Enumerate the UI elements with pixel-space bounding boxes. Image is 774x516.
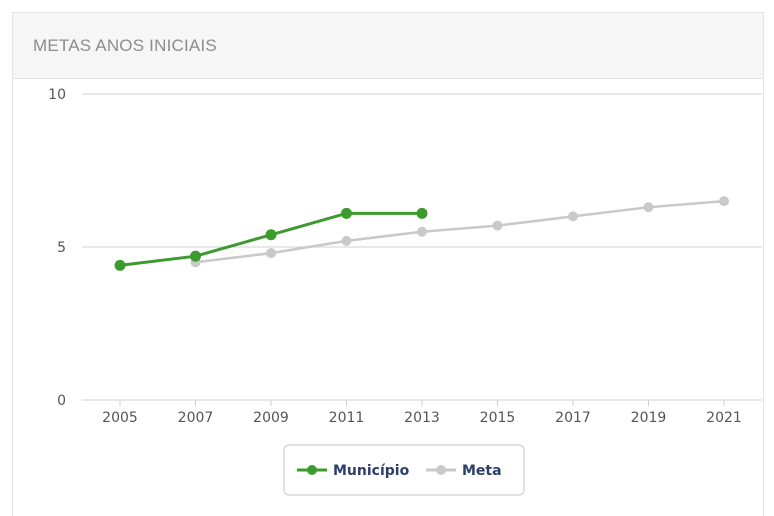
x-tick-label: 2007 bbox=[178, 410, 214, 426]
legend-item-meta[interactable]: Meta bbox=[462, 463, 502, 479]
series-line-meta bbox=[195, 199, 725, 264]
data-point-municipio bbox=[416, 207, 428, 219]
x-tick-label: 2009 bbox=[253, 410, 289, 426]
legend-marker-municipio bbox=[307, 465, 317, 475]
legend-item-municipio[interactable]: Município bbox=[333, 463, 410, 479]
x-tick-label: 2017 bbox=[555, 410, 591, 426]
y-tick-label: 0 bbox=[57, 393, 66, 409]
legend-marker-meta bbox=[436, 465, 446, 475]
x-tick-label: 2013 bbox=[404, 410, 440, 426]
x-tick-label: 2015 bbox=[480, 410, 516, 426]
data-point-meta bbox=[266, 248, 276, 259]
panel-header: METAS ANOS INICIAIS bbox=[13, 13, 763, 79]
data-point-meta bbox=[492, 220, 503, 231]
y-tick-label: 10 bbox=[48, 87, 66, 103]
data-point-meta bbox=[341, 235, 352, 246]
data-point-municipio bbox=[114, 259, 126, 271]
data-point-meta bbox=[417, 226, 427, 237]
panel-title: METAS ANOS INICIAIS bbox=[33, 35, 217, 55]
y-tick-label: 5 bbox=[57, 240, 66, 256]
data-point-municipio bbox=[341, 207, 352, 219]
x-tick-label: 2021 bbox=[706, 410, 742, 426]
x-tick-label: 2019 bbox=[631, 410, 667, 426]
x-tick-label: 2005 bbox=[102, 410, 138, 426]
legend-box bbox=[283, 444, 525, 496]
data-point-meta bbox=[568, 211, 578, 222]
data-point-meta bbox=[643, 202, 654, 213]
data-point-municipio bbox=[190, 250, 201, 262]
data-point-meta bbox=[719, 196, 729, 207]
x-tick-label: 2011 bbox=[329, 410, 365, 426]
data-point-municipio bbox=[265, 229, 277, 241]
